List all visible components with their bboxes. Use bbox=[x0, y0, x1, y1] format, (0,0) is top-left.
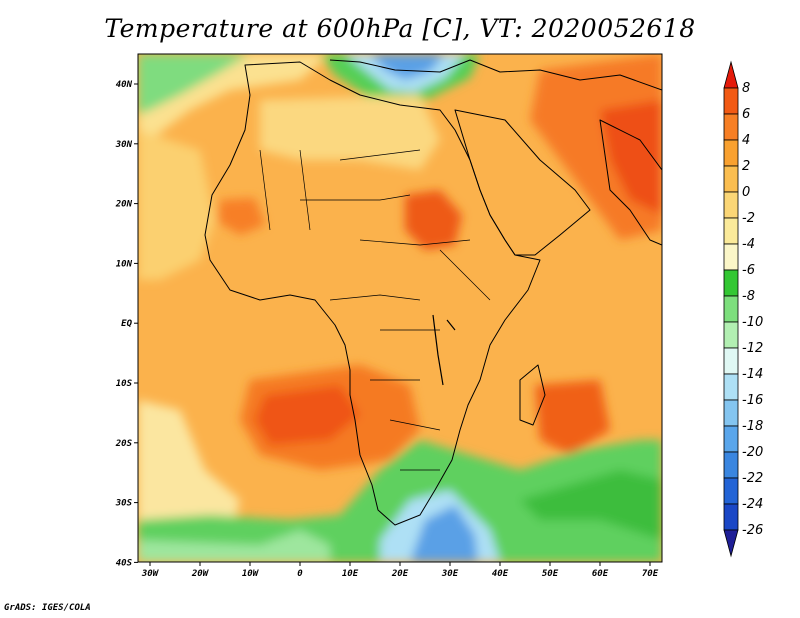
colorbar-swatch bbox=[723, 243, 739, 271]
colorbar-swatch bbox=[723, 321, 739, 349]
field-satlantic-pale bbox=[138, 400, 240, 540]
field-nw-green bbox=[138, 54, 250, 115]
colorbar-swatch bbox=[723, 139, 739, 167]
x-tick-label: 30E bbox=[441, 569, 459, 579]
y-tick-label: 20S bbox=[115, 439, 133, 449]
field-india-hot bbox=[600, 100, 662, 215]
africa-coast bbox=[204, 61, 541, 526]
colorbar-swatch bbox=[723, 451, 739, 479]
x-tick-label: 0 bbox=[297, 569, 303, 579]
colorbar-swatch bbox=[723, 60, 739, 89]
x-tick-label: 20W bbox=[191, 569, 210, 579]
x-tick-label: 20E bbox=[391, 569, 409, 579]
colorbar-label: -16 bbox=[742, 393, 763, 408]
colorbar-swatch bbox=[723, 87, 739, 115]
field-south-blue bbox=[410, 505, 478, 562]
y-tick-label: 10S bbox=[116, 379, 133, 389]
y-tick-label: 10N bbox=[116, 259, 133, 269]
great-lakes bbox=[432, 314, 456, 386]
field-south-green bbox=[138, 440, 662, 562]
colorbar-swatch bbox=[723, 425, 739, 453]
country-borders bbox=[259, 149, 491, 471]
colorbar-label: -2 bbox=[742, 211, 755, 226]
colorbar-label: -24 bbox=[742, 497, 763, 512]
field-sudan-hot bbox=[405, 190, 462, 250]
europe-coast bbox=[329, 59, 662, 91]
colorbar-swatch bbox=[723, 191, 739, 219]
y-tick-label: 40N bbox=[116, 80, 133, 90]
x-tick-label: 50E bbox=[542, 569, 559, 579]
x-tick-label: 30W bbox=[141, 569, 160, 579]
field-angola-hot bbox=[255, 385, 360, 445]
y-tick-label: 20N bbox=[115, 200, 133, 210]
colorbar-label: -10 bbox=[742, 315, 763, 330]
field-med-blue bbox=[370, 54, 445, 80]
colorbar-label: -6 bbox=[742, 263, 755, 278]
temperature-field bbox=[138, 54, 662, 562]
x-tick-label: 10E bbox=[342, 569, 359, 579]
india-coast bbox=[599, 119, 662, 246]
arabia-coast bbox=[454, 109, 591, 256]
colorbar-swatch bbox=[723, 477, 739, 505]
colorbar-swatch bbox=[723, 113, 739, 141]
x-tick-label: 40E bbox=[492, 569, 509, 579]
colorbar-swatch bbox=[723, 165, 739, 193]
colorbar-label: -18 bbox=[742, 419, 763, 434]
colorbar-swatch bbox=[723, 295, 739, 323]
y-tick-label: 30N bbox=[115, 140, 133, 150]
madagascar-coast bbox=[519, 364, 546, 426]
colorbar-swatch bbox=[723, 529, 739, 558]
y-tick-label: 40S bbox=[116, 558, 133, 568]
colorbar: 8 6 4 2 0 -2 -4 -6 -8 -10 -12 -14 -16 -18 -20 -22 -24 -26 bbox=[723, 60, 763, 558]
colorbar-label: 6 bbox=[742, 107, 750, 122]
coastlines bbox=[204, 59, 662, 526]
colorbar-swatch bbox=[723, 217, 739, 245]
y-tick-label: EQ bbox=[121, 319, 132, 329]
x-tick-label: 10W bbox=[242, 569, 260, 579]
colorbar-label: -20 bbox=[742, 445, 763, 460]
y-axis: 40N 30N 20N 10N EQ 10S 20S 30S 40S bbox=[115, 80, 138, 568]
x-tick-label: 60E bbox=[592, 569, 609, 579]
colorbar-label: -4 bbox=[742, 237, 755, 252]
colorbar-label: -26 bbox=[742, 523, 763, 538]
colorbar-label: -8 bbox=[742, 289, 755, 304]
colorbar-swatch bbox=[723, 399, 739, 427]
colorbar-label: 8 bbox=[742, 81, 750, 96]
y-tick-label: 30S bbox=[115, 499, 133, 509]
x-tick-label: 70E bbox=[642, 569, 659, 579]
colorbar-swatch bbox=[723, 373, 739, 401]
map-title: Temperature at 600hPa [C], VT: 202005261… bbox=[104, 14, 696, 43]
field-se-darkgreen bbox=[520, 470, 662, 540]
colorbar-swatch bbox=[723, 503, 739, 531]
field-westafrica-warm bbox=[218, 198, 265, 235]
grads-credit: GrADS: IGES/COLA bbox=[4, 603, 91, 613]
colorbar-label: -12 bbox=[742, 341, 763, 356]
field-sahara-light bbox=[260, 95, 440, 170]
colorbar-label: 2 bbox=[742, 159, 750, 174]
colorbar-label: 4 bbox=[742, 133, 750, 148]
field-west-atlantic bbox=[138, 130, 215, 280]
field-sw-lightgreen bbox=[138, 530, 330, 562]
x-axis: 30W 20W 10W 0 10E 20E 30E 40E 50E 60E 70E bbox=[141, 562, 659, 579]
colorbar-label: 0 bbox=[742, 185, 750, 200]
colorbar-swatch bbox=[723, 347, 739, 375]
colorbar-label: -22 bbox=[742, 471, 763, 486]
colorbar-label: -14 bbox=[742, 367, 763, 382]
colorbar-swatch bbox=[723, 269, 739, 297]
field-indian-ocean-hot bbox=[535, 380, 610, 455]
